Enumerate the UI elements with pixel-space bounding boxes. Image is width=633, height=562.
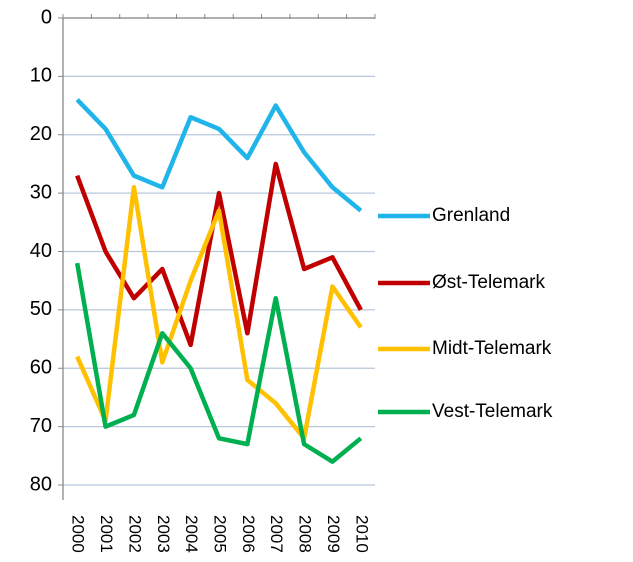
y-tick-label: 50 [30, 298, 52, 320]
x-tick-label: 2006 [239, 515, 258, 553]
x-tick-label: 2005 [211, 515, 230, 553]
y-tick-label: 40 [30, 240, 52, 262]
y-tick-label: 70 [30, 415, 52, 437]
y-tick-label: 60 [30, 357, 52, 379]
y-tick-label: 20 [30, 123, 52, 145]
series-line [75, 185, 363, 441]
y-tick-label: 30 [30, 181, 52, 203]
x-tick-label: 2002 [125, 515, 144, 553]
x-tick-label: 2009 [324, 515, 343, 553]
x-tick-label: 2003 [154, 515, 173, 553]
y-tick-label: 0 [41, 6, 52, 28]
y-tick-label: 10 [30, 65, 52, 87]
x-tick-label: 2008 [296, 515, 315, 553]
x-tick-label: 2004 [182, 515, 201, 553]
legend-label: Grenland [432, 205, 510, 226]
x-tick-label: 2007 [267, 515, 286, 553]
series-line [74, 262, 363, 464]
legend-label: Vest-Telemark [432, 401, 553, 422]
legend-label: Midt-Telemark [432, 338, 552, 359]
x-tick-label: 2001 [97, 515, 116, 553]
y-tick-label: 80 [30, 473, 52, 495]
x-tick-label: 2000 [69, 515, 88, 553]
legend-label: Øst-Telemark [432, 272, 545, 293]
x-tick-label: 2010 [352, 515, 371, 553]
series-line [75, 98, 363, 213]
